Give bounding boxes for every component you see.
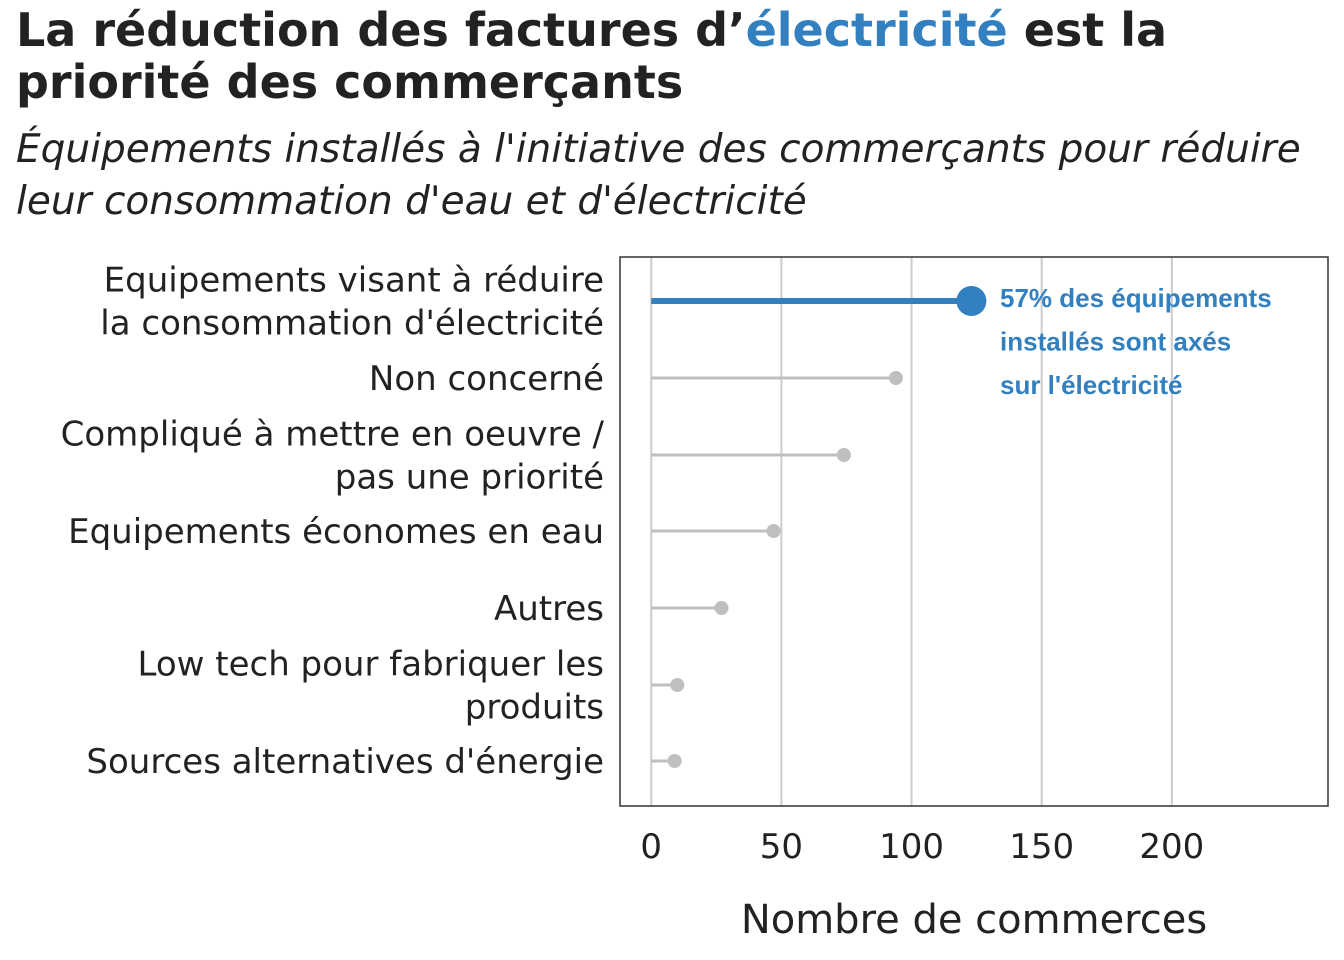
- annotation-line-0: 57% des équipements: [1000, 283, 1272, 313]
- lollipop-point-1: [888, 371, 903, 385]
- lollipop-point-3: [766, 524, 781, 538]
- category-label-2-1: pas une priorité: [335, 458, 604, 498]
- annotation-line-2: sur l'électricité: [1000, 370, 1183, 400]
- annotation-line-1: installés sont axés: [1000, 327, 1231, 357]
- x-tick-label-200: 200: [1139, 827, 1204, 867]
- x-axis-title: Nombre de commerces: [741, 897, 1207, 943]
- plot-panel-border: [619, 256, 1329, 807]
- category-label-6-0: Sources alternatives d'énergie: [86, 742, 604, 782]
- lollipop-point-2: [836, 448, 851, 462]
- lollipop-point-5: [670, 678, 685, 692]
- category-label-1-0: Non concerné: [369, 359, 604, 399]
- category-label-4-0: Autres: [494, 589, 604, 629]
- x-tick-label-50: 50: [760, 827, 803, 867]
- category-label-5-0: Low tech pour fabriquer les: [137, 645, 604, 685]
- lollipop-point-4: [714, 601, 729, 615]
- title-part1: La réduction des factures d’: [16, 3, 746, 57]
- category-label-0-0: Equipements visant à réduire: [104, 261, 604, 301]
- chart-subtitle: Équipements installés à l'initiative des…: [16, 127, 1301, 224]
- x-tick-label-0: 0: [640, 827, 662, 867]
- x-tick-label-150: 150: [1009, 827, 1074, 867]
- category-label-5-1: produits: [465, 688, 604, 728]
- category-label-0-1: la consommation d'électricité: [100, 304, 604, 344]
- title-highlight: électricité: [745, 3, 1008, 57]
- title-part2: est la priorité des commerçants: [16, 3, 1168, 109]
- lollipop-point-0: [956, 286, 987, 316]
- category-label-2-0: Compliqué à mettre en oeuvre /: [61, 415, 605, 455]
- lollipop-point-6: [667, 754, 682, 768]
- chart-title: La réduction des factures d’électricité …: [16, 4, 1336, 108]
- x-tick-label-100: 100: [879, 827, 944, 867]
- category-label-3-0: Equipements économes en eau: [68, 512, 604, 552]
